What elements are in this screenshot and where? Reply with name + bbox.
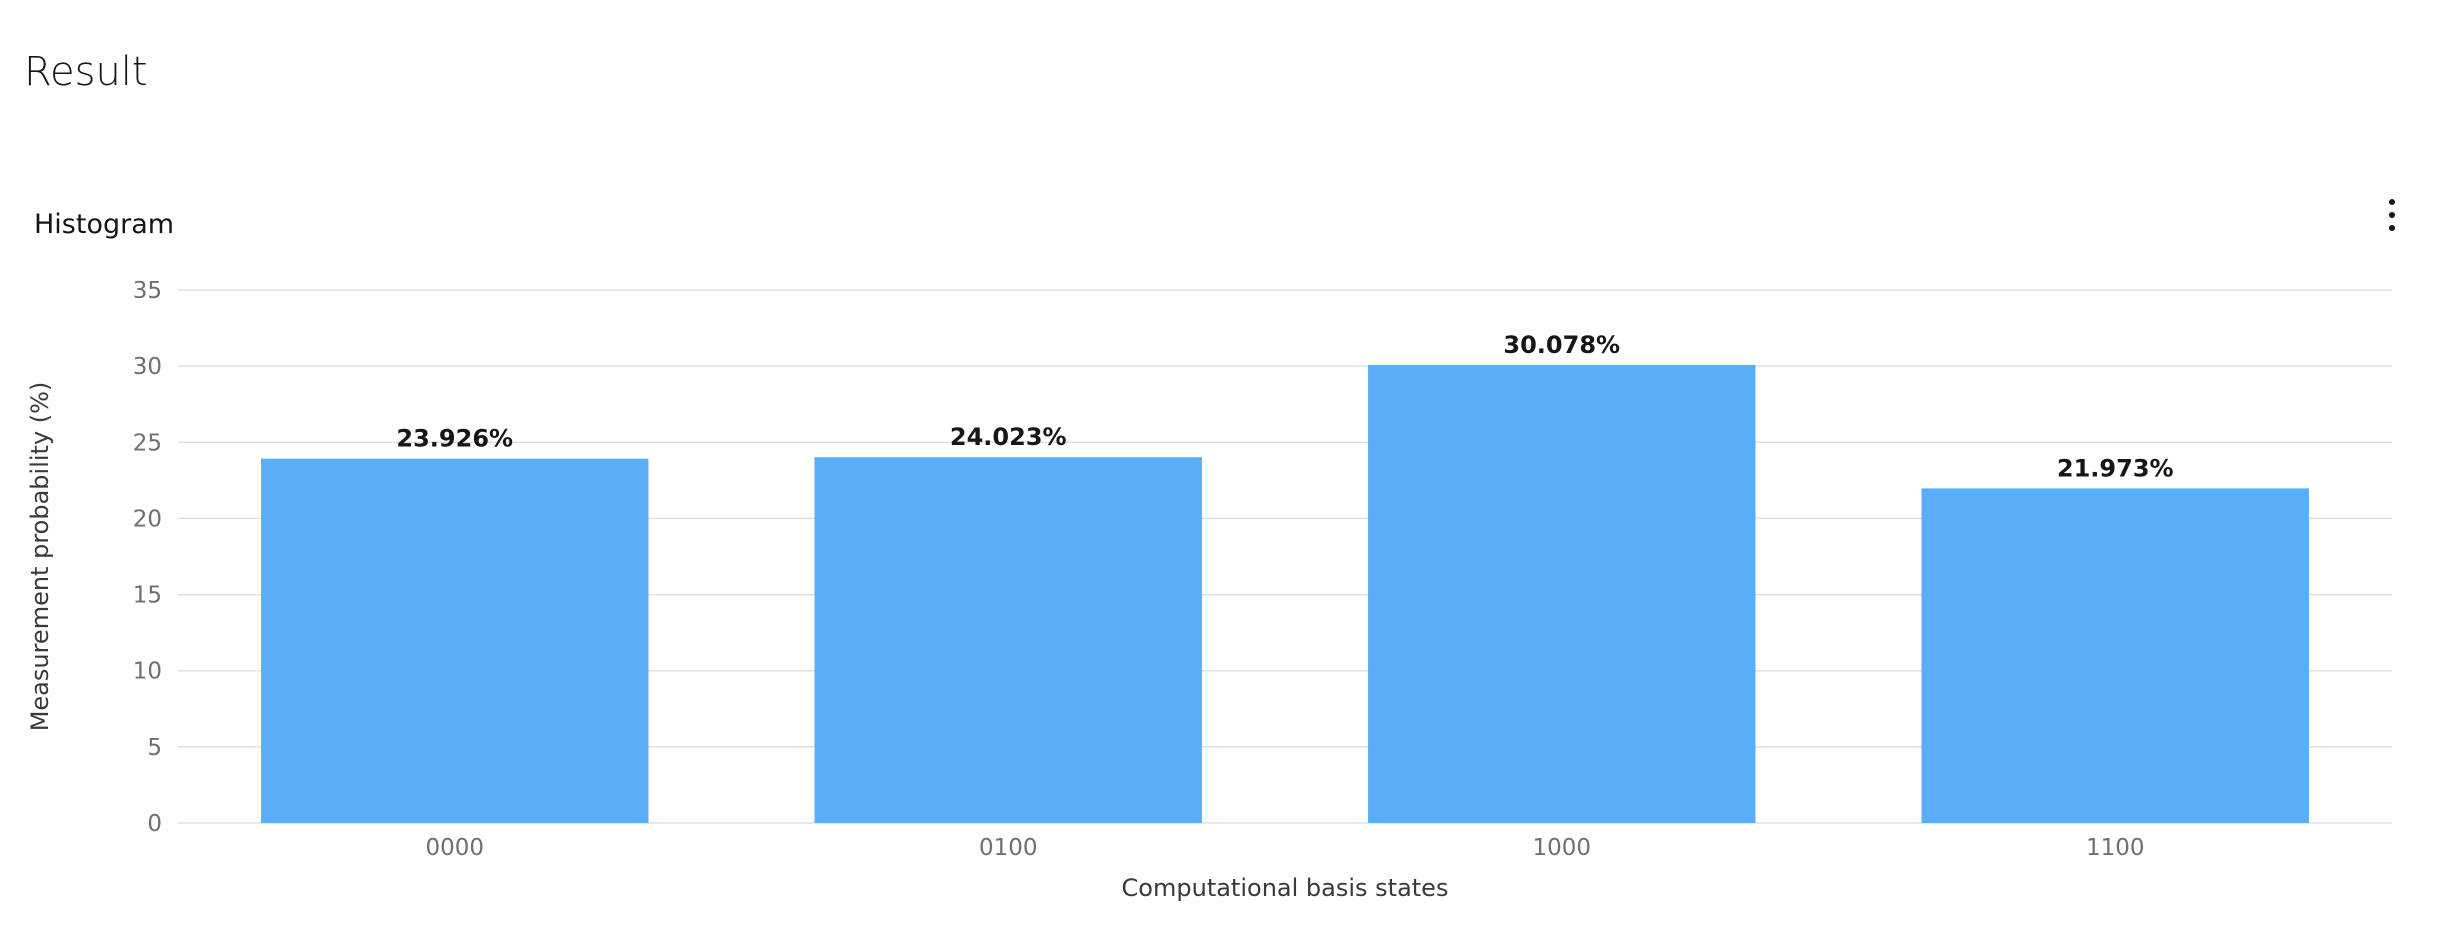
x-axis-title: Computational basis states <box>1122 874 1449 902</box>
bar[interactable] <box>1368 364 1756 823</box>
y-tick-label: 35 <box>133 278 162 304</box>
bar-data-label: 24.023% <box>950 423 1067 451</box>
y-tick-label: 15 <box>133 583 162 609</box>
page-title: Result <box>24 49 148 95</box>
overflow-menu-vertical-icon <box>2389 199 2395 231</box>
x-tick-label: 0100 <box>979 835 1038 861</box>
histogram-chart: 0 5 10 15 20 25 30 35 23.926% 0000 24.023% 0100 30.0… <box>26 278 2392 902</box>
x-tick-label: 0000 <box>425 835 484 861</box>
histogram-card: Histogram 0 5 10 15 20 25 30 35 23.926% 0000 24.02… <box>0 185 2440 915</box>
y-tick-label: 10 <box>133 659 162 685</box>
bar-data-label: 23.926% <box>396 425 513 453</box>
bar-data-label: 21.973% <box>2057 454 2174 482</box>
bar[interactable] <box>814 457 1202 823</box>
y-tick-label: 20 <box>133 506 162 532</box>
y-tick-label: 25 <box>133 430 162 456</box>
y-tick-label: 0 <box>147 811 162 837</box>
bar[interactable] <box>261 458 649 823</box>
y-axis-title: Measurement probability (%) <box>26 382 54 732</box>
x-tick-label: 1000 <box>1532 835 1591 861</box>
x-tick-label: 1100 <box>2086 835 2145 861</box>
y-tick-label: 30 <box>133 354 162 380</box>
y-tick-label: 5 <box>147 735 162 761</box>
bar-data-label: 30.078% <box>1503 331 1620 359</box>
overflow-menu-button[interactable] <box>2362 185 2422 245</box>
chart-title: Histogram <box>34 209 175 240</box>
bar[interactable] <box>1921 488 2309 823</box>
